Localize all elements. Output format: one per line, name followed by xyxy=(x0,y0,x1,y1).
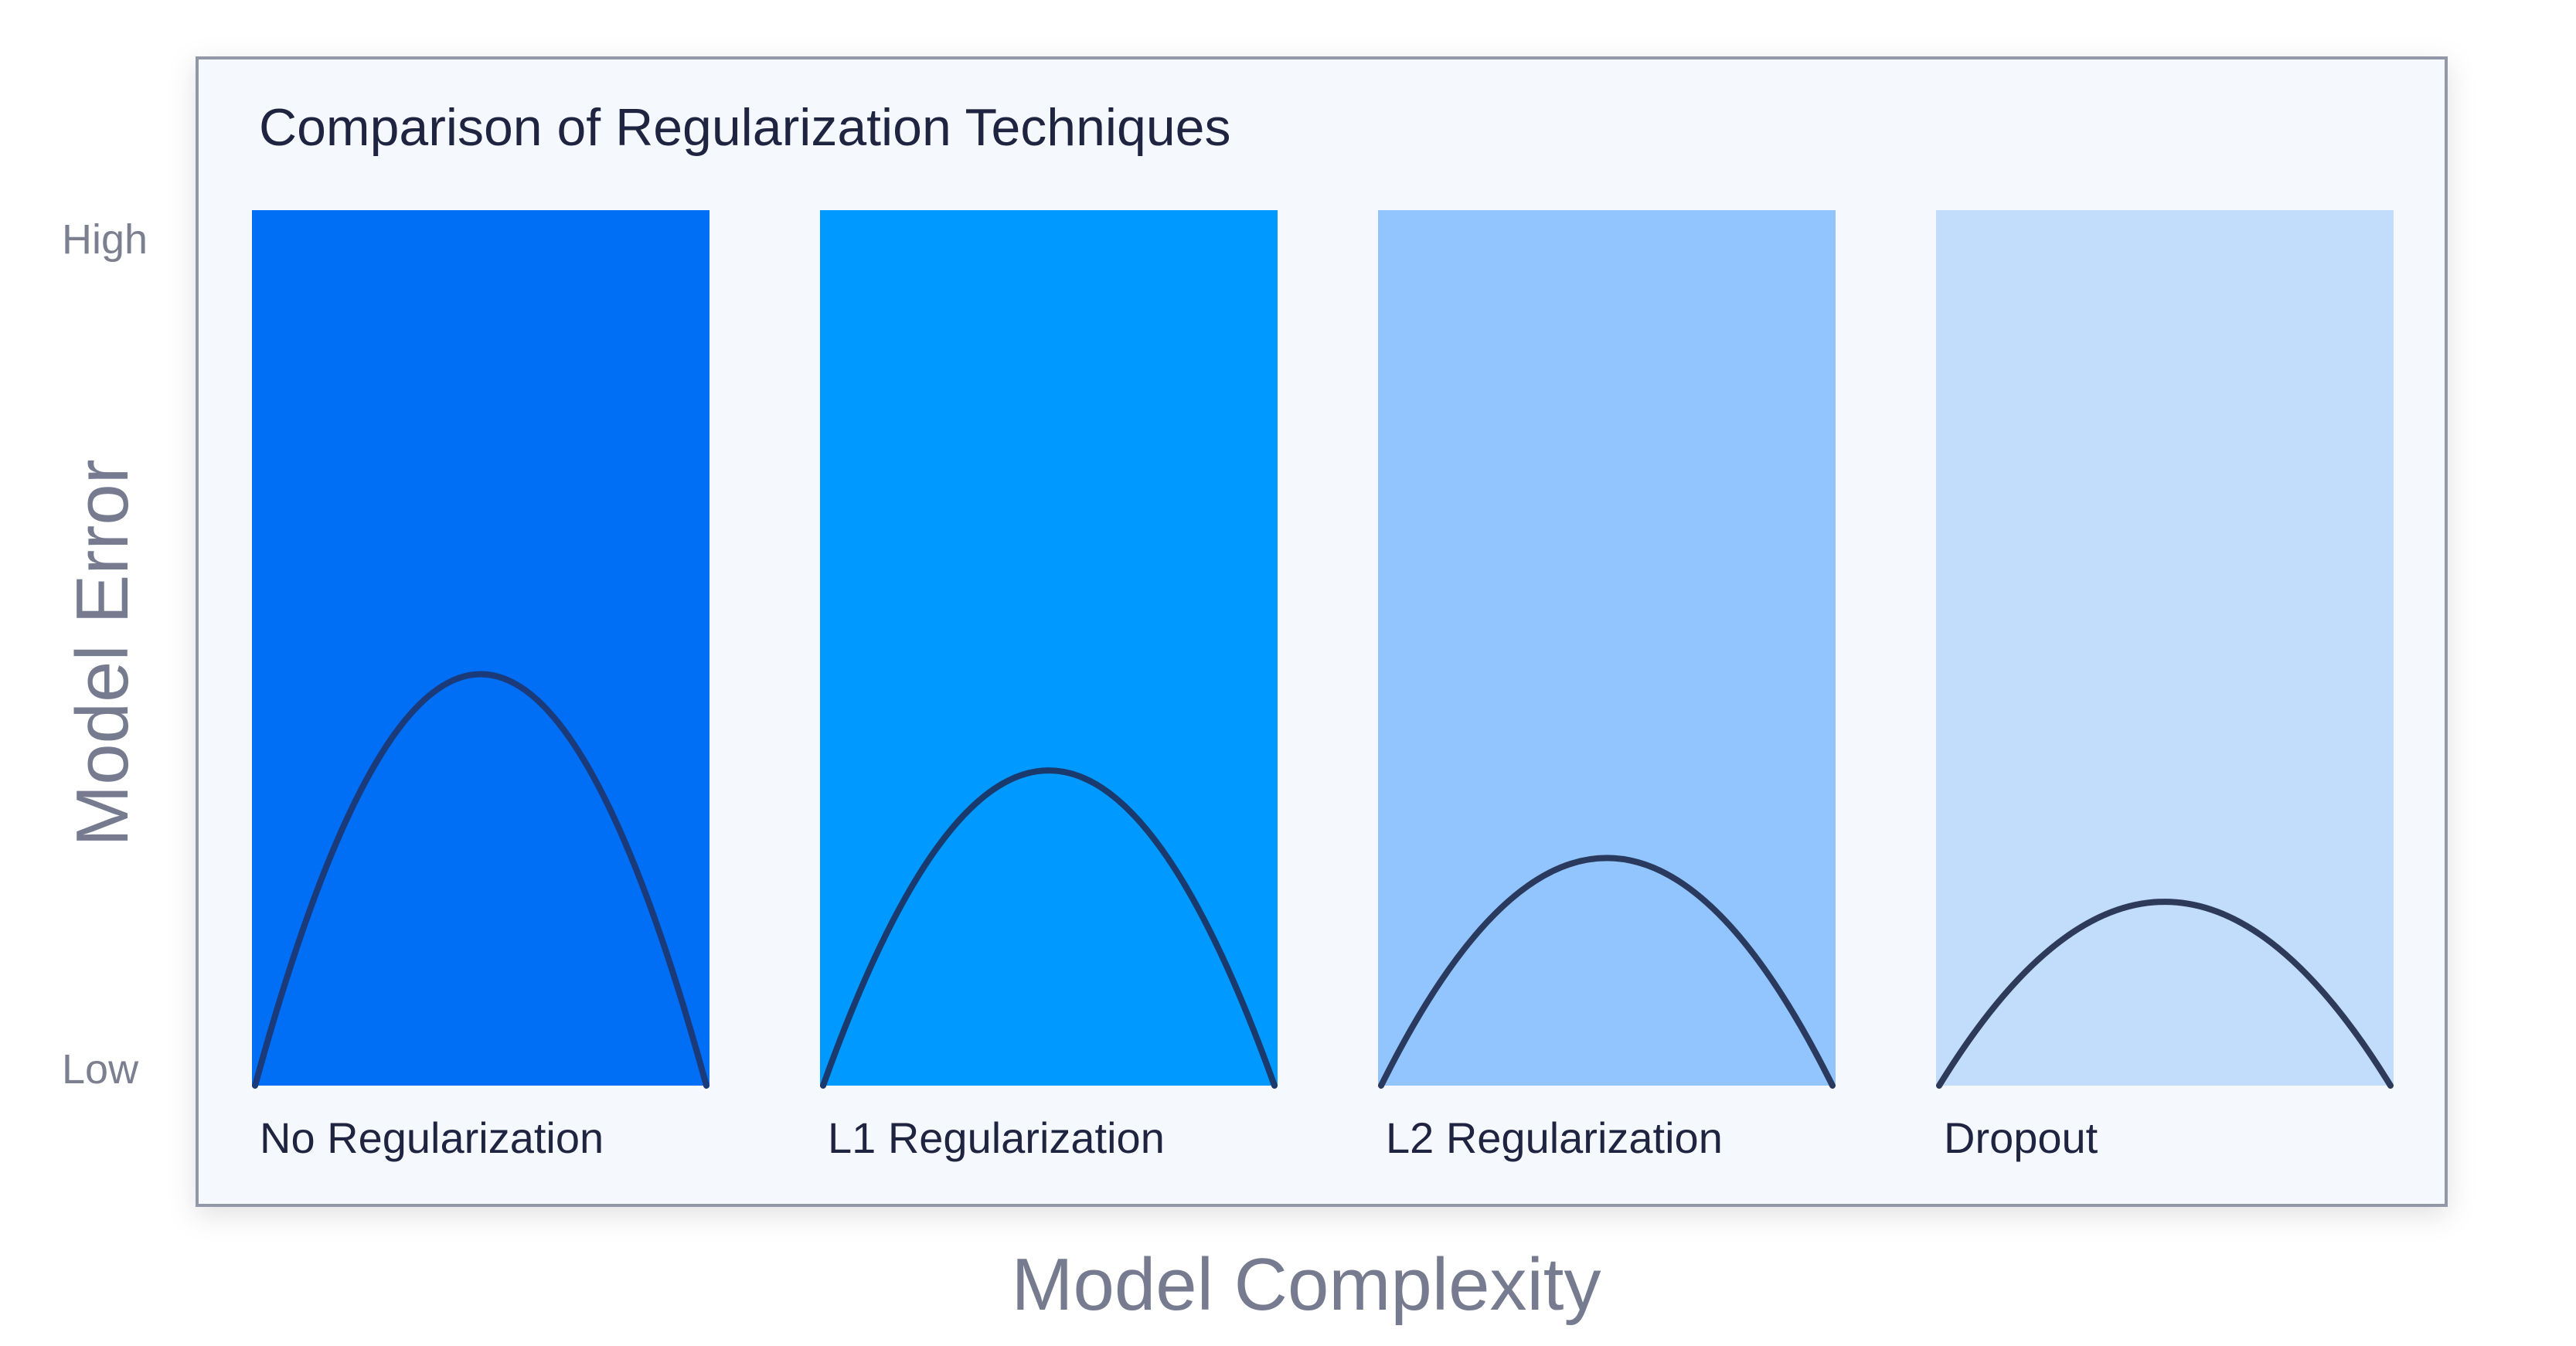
category-label-2: L1 Regularization xyxy=(828,1113,1165,1162)
bar-1 xyxy=(252,210,710,1086)
chart-title: Comparison of Regularization Techniques xyxy=(259,98,1230,157)
y-tick-high: High xyxy=(62,216,148,263)
error-curve-1 xyxy=(252,671,710,1089)
category-label-1: No Regularization xyxy=(260,1113,604,1162)
category-label-3: L2 Regularization xyxy=(1386,1113,1723,1162)
category-label-4: Dropout xyxy=(1944,1113,2098,1162)
bar-2 xyxy=(820,210,1278,1086)
y-axis-label: Model Error xyxy=(61,459,144,846)
y-tick-low: Low xyxy=(62,1046,139,1093)
error-curve-4 xyxy=(1936,899,2394,1089)
bars-group: No Regularization L1 Regularization L2 Reg… xyxy=(252,210,2394,1162)
x-axis-label: Model Complexity xyxy=(1012,1243,1601,1326)
bar-4 xyxy=(1936,210,2394,1086)
error-curve-3 xyxy=(1378,855,1836,1089)
error-curve-2 xyxy=(820,767,1278,1089)
bar-3 xyxy=(1378,210,1836,1086)
